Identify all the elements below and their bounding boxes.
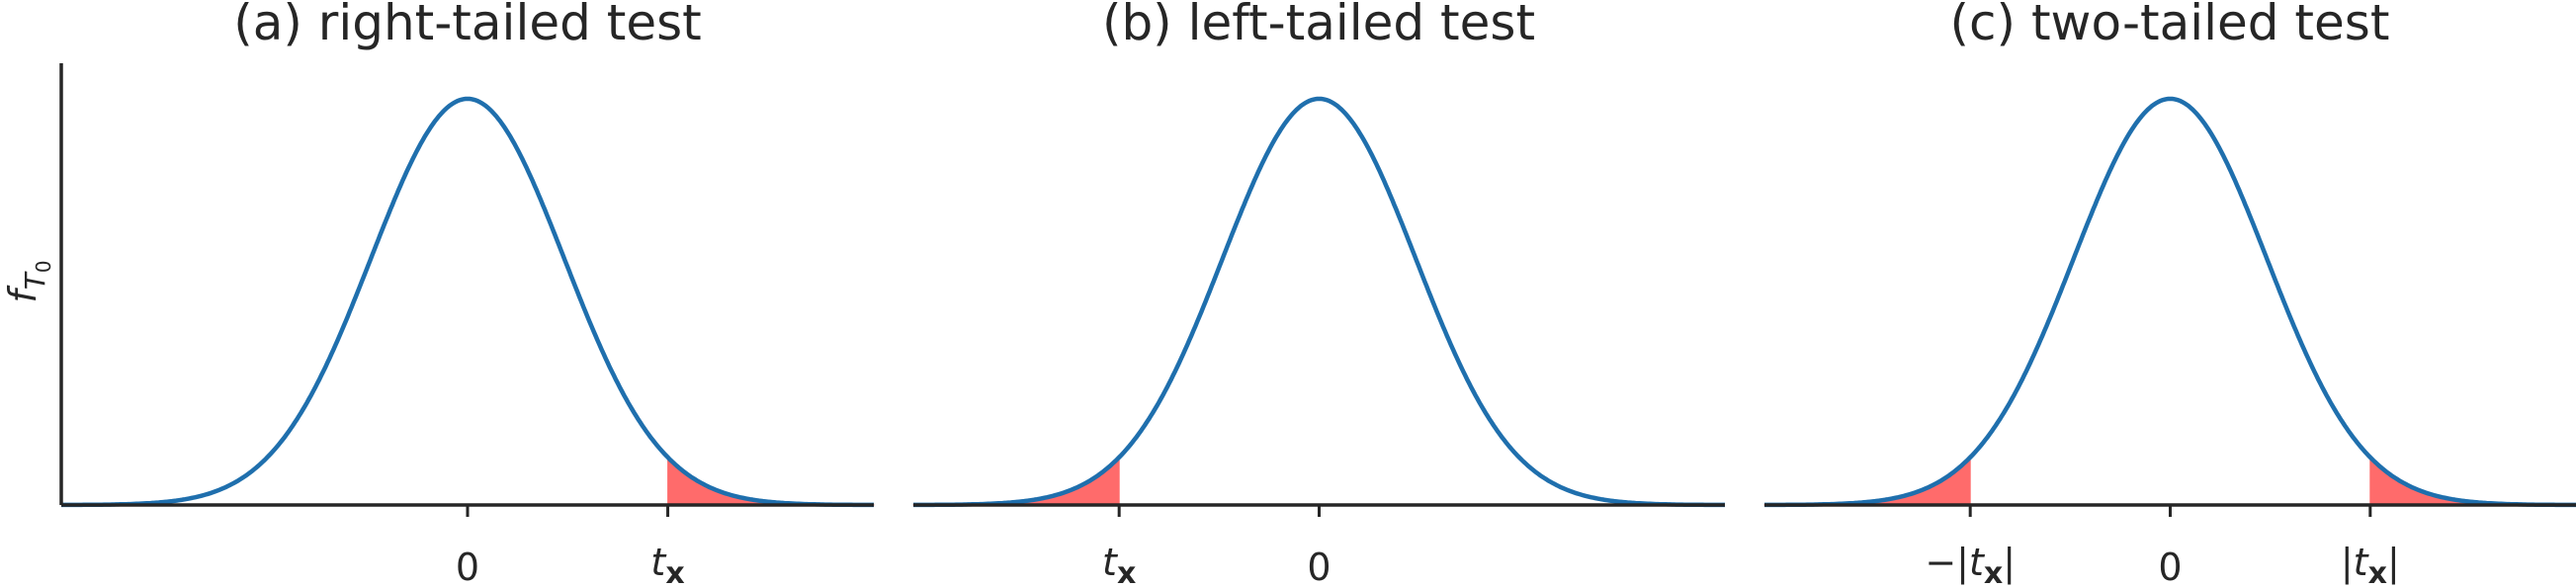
x-tick-label: 0	[1307, 546, 1331, 588]
x-tick-label: |tx|	[2341, 541, 2400, 588]
x-tick-label: −|tx|	[1925, 541, 2016, 588]
density-curve	[1764, 96, 2576, 508]
chart-title: (a) right-tailed test	[233, 0, 702, 51]
tick-label-subscript: x	[1117, 556, 1136, 588]
chart-panel-3: (c) two-tailed test−|tx| 0 |tx|	[1763, 0, 2576, 588]
chart-panel-2: (b) left-tailed test tx 0	[912, 0, 1725, 588]
tick-label-symbol: t	[1969, 541, 1986, 584]
tick-label-suffix: |	[2003, 541, 2016, 585]
tick-label-symbol: t	[650, 541, 667, 584]
chart-panel-1: (a) right-tailed test 0 tx	[59, 0, 875, 588]
x-tick-label: tx	[1102, 541, 1136, 588]
tick-label-suffix: |	[2387, 541, 2400, 585]
x-tick-label: 0	[2158, 546, 2182, 588]
x-tick-label: tx	[650, 541, 684, 588]
tick-label-prefix: −|	[1925, 541, 1969, 585]
tick-label-symbol: t	[1102, 541, 1119, 584]
chart-title: (c) two-tailed test	[1950, 0, 2390, 51]
ylabel-subsubscript: 0	[32, 260, 55, 273]
ylabel-subscript: T	[19, 271, 51, 290]
tick-label-subscript: x	[665, 556, 684, 588]
x-tick-label: 0	[456, 546, 479, 588]
density-curve	[913, 96, 1725, 508]
chart-title: (b) left-tailed test	[1102, 0, 1535, 51]
density-curve	[61, 96, 874, 508]
tick-label-subscript: x	[1984, 556, 2003, 588]
tick-label-prefix: |	[2341, 541, 2354, 585]
tick-label-symbol: t	[2354, 541, 2370, 584]
y-axis-label: fT0	[1, 260, 55, 302]
tick-label-subscript: x	[2368, 556, 2387, 588]
y-axis-label-text: fT0	[1, 260, 55, 302]
